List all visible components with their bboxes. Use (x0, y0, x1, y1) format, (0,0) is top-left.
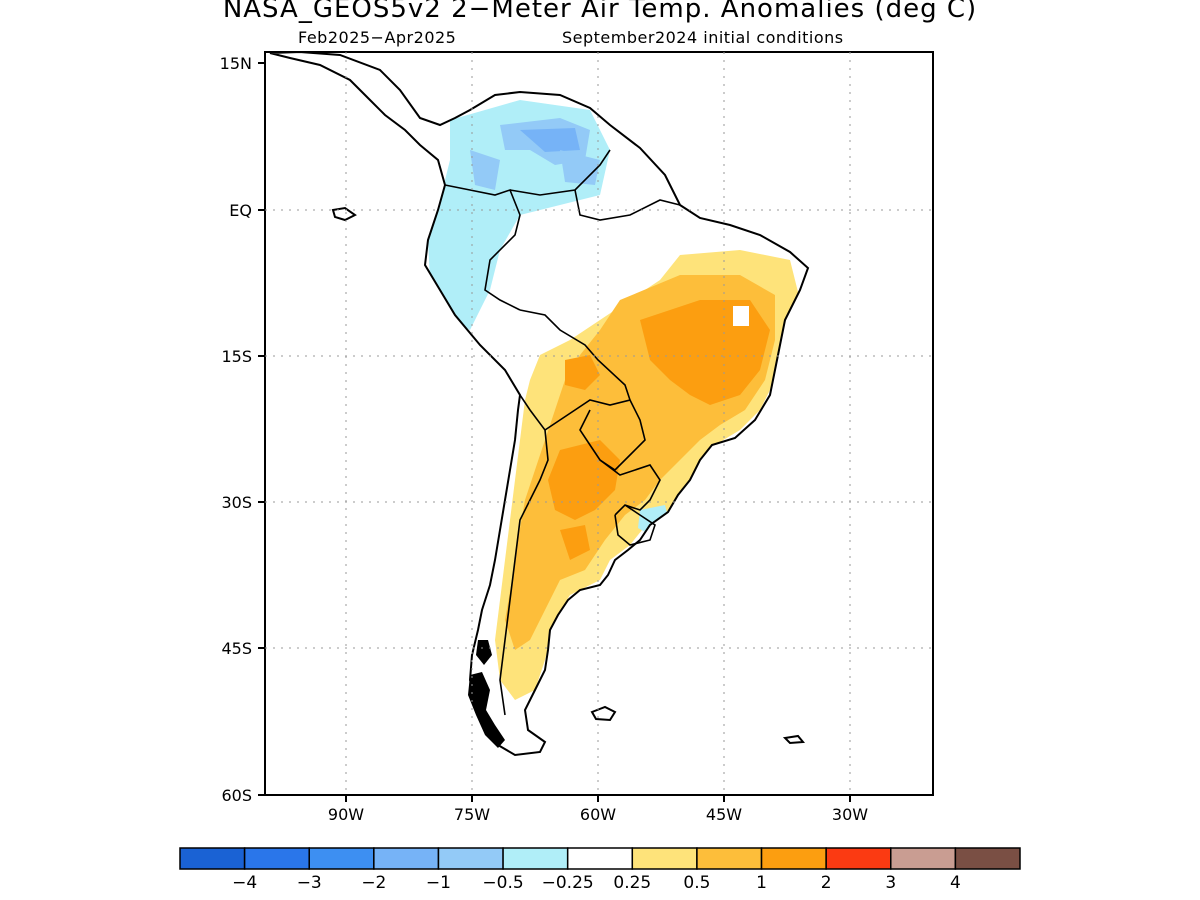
colorbar-swatch (760, 847, 827, 870)
lon-label-30w: 30W (832, 805, 868, 824)
axis-ticks (258, 62, 851, 802)
colorbar-swatch (308, 847, 375, 870)
galapagos-islands (331, 206, 357, 222)
lat-label-15n: 15N (220, 54, 252, 73)
lat-label-15s: 15S (221, 347, 252, 366)
country-borders (444, 149, 681, 716)
cool-anomaly-strong (520, 128, 580, 152)
warm-anomaly-strong-1 (640, 300, 770, 405)
cool-anomaly-mid-2 (470, 150, 500, 190)
colorbar-swatch (243, 847, 310, 870)
colorbar: −4 −3 −2 −1 −0.5 −0.25 0.25 0.5 1 2 3 4 (179, 847, 1021, 893)
longitude-labels: 90W 75W 60W 45W 30W (328, 805, 868, 824)
lon-label-45w: 45W (706, 805, 742, 824)
falkland-islands (590, 705, 617, 722)
fjord-coast-detail (468, 640, 505, 748)
colorbar-label: 4 (950, 873, 961, 893)
colorbar-swatch (179, 847, 246, 870)
colorbar-swatch (825, 847, 892, 870)
colorbar-label: −4 (232, 873, 257, 893)
warm-anomaly-strong-3 (565, 355, 600, 390)
colorbar-label: −0.5 (482, 873, 523, 893)
lat-label-45s: 45S (221, 639, 252, 658)
colorbar-swatch (502, 847, 569, 870)
colorbar-label: 1 (756, 873, 767, 893)
missing-data-cell (733, 306, 749, 326)
initial-conditions: September2024 initial conditions (562, 28, 844, 47)
lon-label-60w: 60W (580, 805, 616, 824)
colorbar-swatch (437, 847, 504, 870)
map-title: NASA_GEOS5v2 2−Meter Air Temp. Anomalies… (222, 0, 978, 24)
warm-anomaly-strong-2 (548, 440, 620, 520)
south-georgia (782, 734, 806, 745)
colorbar-label: 2 (821, 873, 832, 893)
colorbar-label: 0.5 (683, 873, 710, 893)
colorbar-label: 0.25 (613, 873, 651, 893)
cool-anomaly-mid-3 (560, 150, 600, 185)
colorbar-label: −3 (297, 873, 322, 893)
colorbar-label: −0.25 (542, 873, 594, 893)
colorbar-label: 3 (885, 873, 896, 893)
colorbar-swatch (696, 847, 763, 870)
lon-label-75w: 75W (454, 805, 490, 824)
forecast-period: Feb2025−Apr2025 (298, 28, 457, 47)
coastline (269, 50, 810, 757)
colorbar-swatch (954, 847, 1021, 870)
lon-label-90w: 90W (328, 805, 364, 824)
colorbar-swatch (890, 847, 957, 870)
colorbar-swatch (631, 847, 698, 870)
lat-label-60s: 60S (221, 786, 252, 805)
colorbar-label: −1 (426, 873, 451, 893)
colorbar-swatch (373, 847, 440, 870)
colorbar-label: −2 (361, 873, 386, 893)
anomaly-field (428, 100, 800, 700)
latitude-labels: 15N EQ 15S 30S 45S 60S (220, 54, 252, 805)
lat-label-eq: EQ (229, 201, 252, 220)
warm-anomaly-strong-4 (560, 525, 590, 560)
colorbar-swatch (566, 847, 634, 870)
lat-label-30s: 30S (221, 493, 252, 512)
